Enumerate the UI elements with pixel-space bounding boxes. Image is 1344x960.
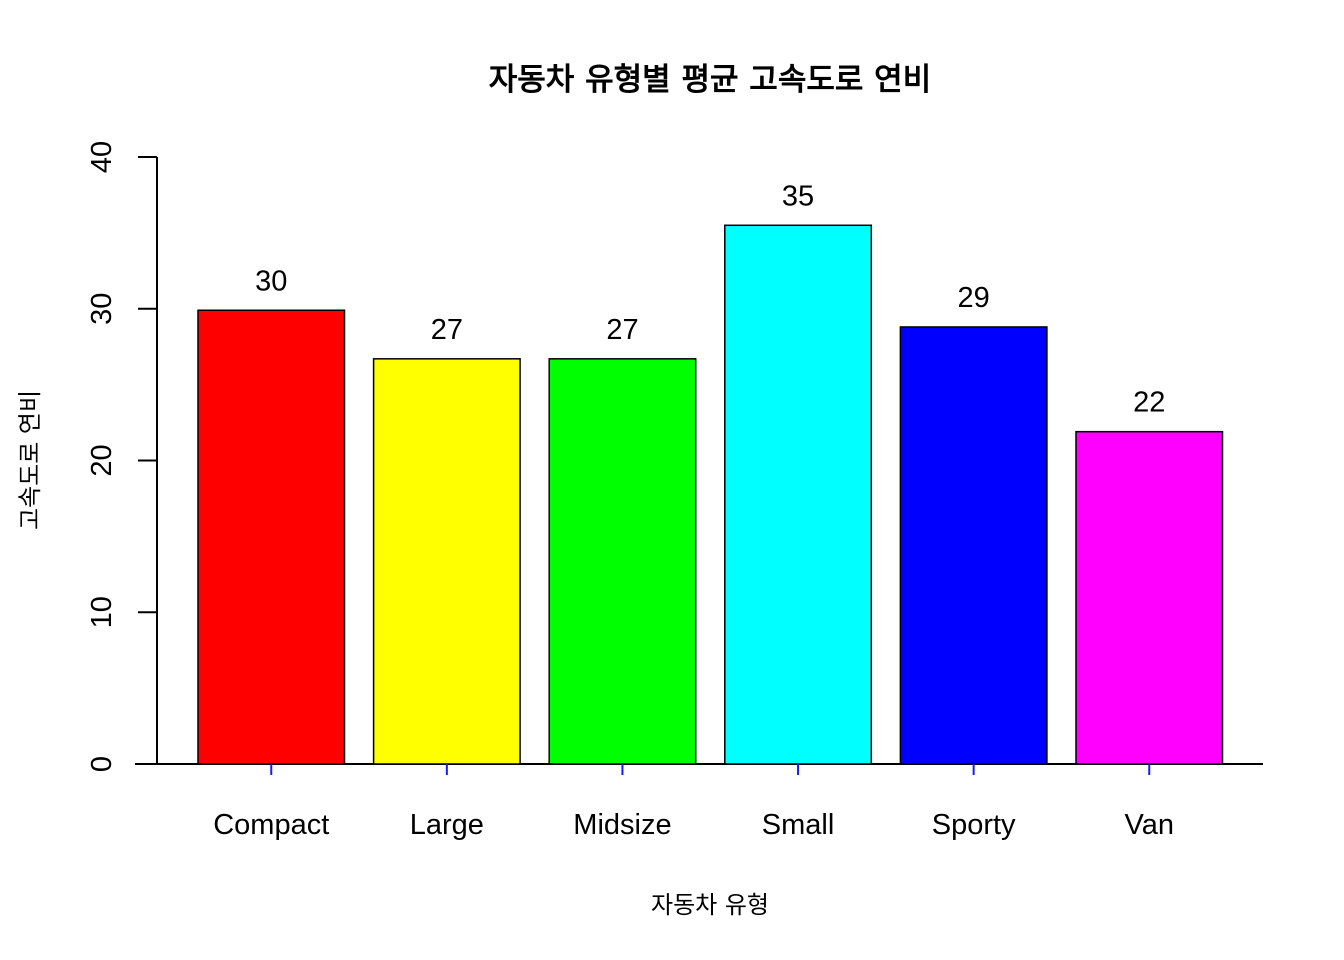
x-tick-label-van: Van: [1125, 809, 1174, 841]
value-label-small: 35: [782, 180, 814, 212]
value-label-sporty: 29: [958, 282, 990, 314]
value-label-midsize: 27: [606, 314, 638, 346]
y-axis-title: 고속도로 연비: [16, 390, 44, 530]
bar-compact: [197, 309, 346, 765]
bars: [197, 224, 1224, 765]
x-axis-title: 자동차 유형: [651, 891, 769, 919]
x-tick-label-small: Small: [762, 809, 835, 841]
bar-sporty: [899, 326, 1048, 765]
x-tick-label-compact: Compact: [213, 809, 329, 841]
x-tick-label-large: Large: [410, 809, 484, 841]
y-tick-label: 0: [86, 756, 118, 772]
bar-large: [372, 358, 521, 765]
y-tick-label: 30: [86, 293, 118, 325]
plot-area: 0 10 20 30 40 Compact Large Midsize Small Sporty…: [86, 141, 1263, 841]
value-label-van: 22: [1133, 387, 1165, 419]
x-tick-label-midsize: Midsize: [573, 809, 671, 841]
y-axis-ticks: 0 10 20 30 40: [86, 141, 157, 772]
x-tick-label-sporty: Sporty: [932, 809, 1016, 841]
y-tick-label: 10: [86, 596, 118, 628]
value-label-compact: 30: [255, 265, 287, 297]
bar-van: [1075, 430, 1224, 765]
y-tick-label: 20: [86, 444, 118, 476]
y-tick-label: 40: [86, 141, 118, 173]
value-labels: 30 27 27 35 29 22: [255, 180, 1165, 418]
bar-midsize: [548, 358, 697, 765]
bar-small: [724, 224, 873, 765]
x-axis-ticks: Compact Large Midsize Small Sporty Van: [213, 764, 1174, 841]
chart-title: 자동차 유형별 평균 고속도로 연비: [489, 62, 931, 98]
value-label-large: 27: [431, 314, 463, 346]
